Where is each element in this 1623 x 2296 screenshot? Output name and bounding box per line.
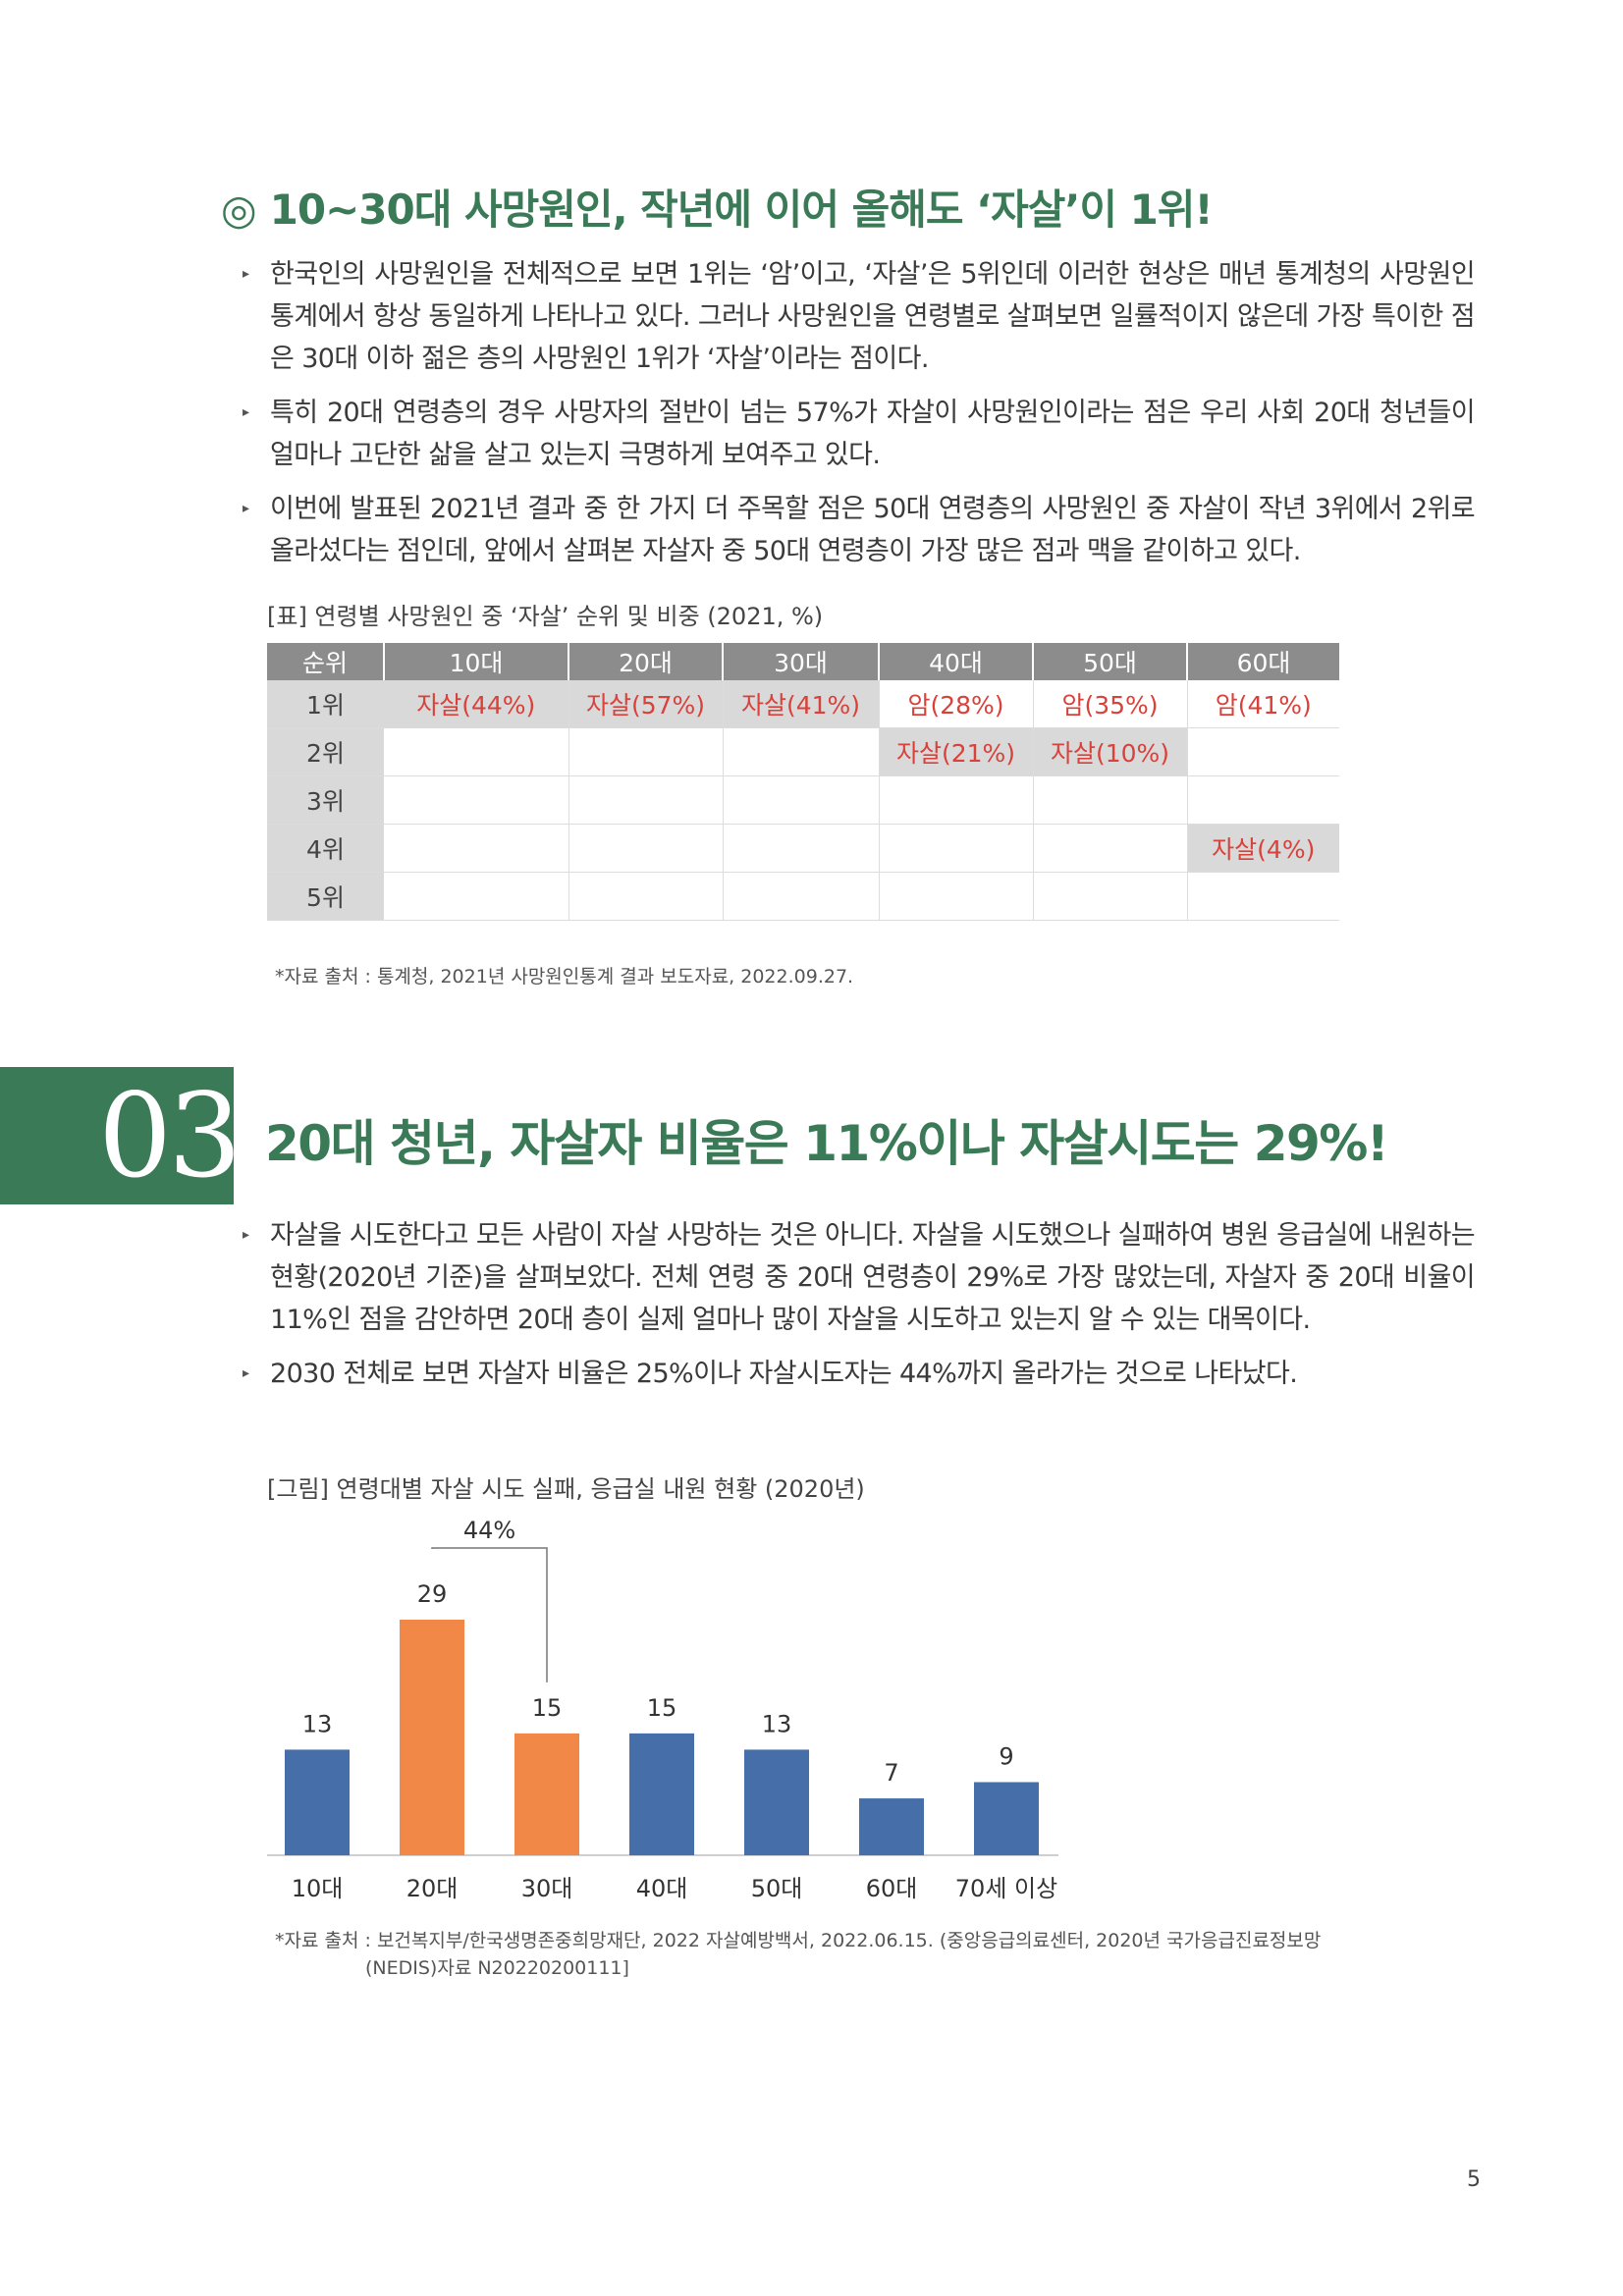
category-label: 10대 <box>292 1875 344 1902</box>
data-label: 15 <box>647 1694 677 1722</box>
bullet-item: ▸ 자살을 시도한다고 모든 사람이 자살 사망하는 것은 아니다. 자살을 시도… <box>243 1214 1476 1341</box>
table-cell <box>568 824 724 873</box>
table-cell <box>1033 872 1188 921</box>
table-cell: 자살(41%) <box>723 680 880 728</box>
table-cell <box>879 824 1034 873</box>
rank-cell: 4위 <box>267 824 384 873</box>
table-cell <box>1033 775 1188 825</box>
category-label: 40대 <box>636 1875 688 1902</box>
data-label: 15 <box>532 1694 563 1722</box>
table-cell: 자살(21%) <box>879 727 1034 776</box>
table-header: 순위 <box>267 643 385 680</box>
table-cell: 자살(44%) <box>384 680 569 728</box>
rank-cell: 3위 <box>267 775 384 825</box>
table-row: 1위 자살(44%) 자살(57%) 자살(41%) 암(28%) 암(35%)… <box>267 680 1339 728</box>
table-header: 60대 <box>1187 643 1339 680</box>
data-label: 7 <box>884 1759 898 1787</box>
section2-title: 20대 청년, 자살자 비율은 11%이나 자살시도는 29%! <box>265 1115 1389 1172</box>
table-cell <box>568 872 724 921</box>
bar-40대 <box>629 1733 694 1855</box>
table-cell <box>568 727 724 776</box>
table-row: 4위 자살(4%) <box>267 824 1339 873</box>
rank-table: 순위 10대 20대 30대 40대 50대 60대 1위 자살(44%) 자살… <box>267 643 1339 921</box>
bullet-item: ▸ 특히 20대 연령층의 경우 사망자의 절반이 넘는 57%가 자살이 사망원… <box>243 392 1476 476</box>
bar-30대 <box>514 1733 579 1855</box>
table-cell <box>1187 775 1339 825</box>
table-header: 10대 <box>384 643 569 680</box>
figure-source-line: *자료 출처 : 보건복지부/한국생명존중희망재단, 2022 자살예방백서, … <box>275 1930 1322 1951</box>
section-number-box <box>0 1067 234 1204</box>
data-label: 13 <box>762 1710 792 1737</box>
figure-source-line: (NEDIS)자료 N20220200111] <box>365 1957 629 1979</box>
table-row: 2위 자살(21%) 자살(10%) <box>267 727 1339 776</box>
table-row: 3위 <box>267 775 1339 825</box>
figure-caption: [그림] 연령대별 자살 시도 실패, 응급실 내원 현황 (2020년) <box>267 1475 865 1503</box>
rank-cell: 2위 <box>267 727 384 776</box>
table-cell <box>1187 872 1339 921</box>
bar-70세 이상 <box>974 1782 1039 1855</box>
page-number: 5 <box>1467 2167 1481 2192</box>
table-cell <box>723 727 880 776</box>
bar-10대 <box>285 1749 350 1855</box>
category-label: 20대 <box>406 1875 459 1902</box>
section1-bullets: ▸ 한국인의 사망원인을 전체적으로 보면 1위는 ‘암’이고, ‘자살’은 5위… <box>243 253 1476 584</box>
table-source: *자료 출처 : 통계청, 2021년 사망원인통계 결과 보도자료, 2022… <box>275 966 854 988</box>
category-label: 50대 <box>751 1875 803 1902</box>
bracket-label: 44% <box>463 1517 515 1544</box>
table-row: 5위 <box>267 872 1339 921</box>
rank-cell: 1위 <box>267 680 384 728</box>
table-cell <box>384 775 569 825</box>
table-cell <box>568 775 724 825</box>
table-cell <box>1187 727 1339 776</box>
table-header: 20대 <box>568 643 724 680</box>
table-cell <box>879 775 1034 825</box>
table-cell: 자살(4%) <box>1187 824 1339 873</box>
table-cell: 암(41%) <box>1187 680 1339 728</box>
bracket-line <box>431 1547 548 1682</box>
table-cell <box>723 775 880 825</box>
table-cell: 자살(57%) <box>568 680 724 728</box>
table-cell <box>723 872 880 921</box>
category-label: 30대 <box>521 1875 573 1902</box>
rank-cell: 5위 <box>267 872 384 921</box>
table-header: 40대 <box>879 643 1034 680</box>
table-header: 50대 <box>1033 643 1188 680</box>
triangle-bullet-icon: ▸ <box>243 501 249 516</box>
double-circle-icon: ◎ <box>221 186 257 234</box>
category-label: 70세 이상 <box>955 1875 1057 1902</box>
triangle-bullet-icon: ▸ <box>243 404 249 420</box>
table-cell: 암(35%) <box>1033 680 1188 728</box>
table-cell <box>723 824 880 873</box>
table-cell <box>384 727 569 776</box>
section-title-text: 10~30대 사망원인, 작년에 이어 올해도 ‘자살’이 1위! <box>269 186 1214 234</box>
triangle-bullet-icon: ▸ <box>243 1227 249 1243</box>
section2-bullets: ▸ 자살을 시도한다고 모든 사람이 자살 사망하는 것은 아니다. 자살을 시도… <box>243 1214 1476 1407</box>
bar-chart: 13 10대 29 20대 15 30대 15 40대 13 50대 7 60대 9 70세 이상 44% <box>267 1517 1058 1902</box>
triangle-bullet-icon: ▸ <box>243 266 249 282</box>
bar-60대 <box>859 1798 924 1855</box>
table-caption: [표] 연령별 사망원인 중 ‘자살’ 순위 및 비중 (2021, %) <box>267 603 824 630</box>
table-header-row: 순위 10대 20대 30대 40대 50대 60대 <box>267 643 1339 680</box>
table-cell <box>384 872 569 921</box>
bullet-item: ▸ 이번에 발표된 2021년 결과 중 한 가지 더 주목할 점은 50대 연령… <box>243 488 1476 572</box>
table-cell: 암(28%) <box>879 680 1034 728</box>
data-label: 13 <box>302 1710 333 1737</box>
data-label: 29 <box>417 1580 448 1608</box>
category-label: 60대 <box>866 1875 918 1902</box>
bar-20대 <box>400 1620 464 1855</box>
data-label: 9 <box>999 1743 1013 1771</box>
bullet-item: ▸ 2030 전체로 보면 자살자 비율은 25%이나 자살시도자는 44%까지 … <box>243 1353 1475 1395</box>
table-cell <box>1033 824 1188 873</box>
table-header: 30대 <box>723 643 880 680</box>
table-cell <box>384 824 569 873</box>
bullet-item: ▸ 한국인의 사망원인을 전체적으로 보면 1위는 ‘암’이고, ‘자살’은 5위… <box>243 253 1476 380</box>
section-title: ◎ 10~30대 사망원인, 작년에 이어 올해도 ‘자살’이 1위! <box>221 177 1214 237</box>
triangle-bullet-icon: ▸ <box>243 1365 249 1381</box>
section-number: 03 <box>98 1068 242 1203</box>
bar-50대 <box>744 1749 809 1855</box>
table-cell <box>879 872 1034 921</box>
figure-source: *자료 출처 : 보건복지부/한국생명존중희망재단, 2022 자살예방백서, … <box>275 1927 1355 1982</box>
table-cell: 자살(10%) <box>1033 727 1188 776</box>
